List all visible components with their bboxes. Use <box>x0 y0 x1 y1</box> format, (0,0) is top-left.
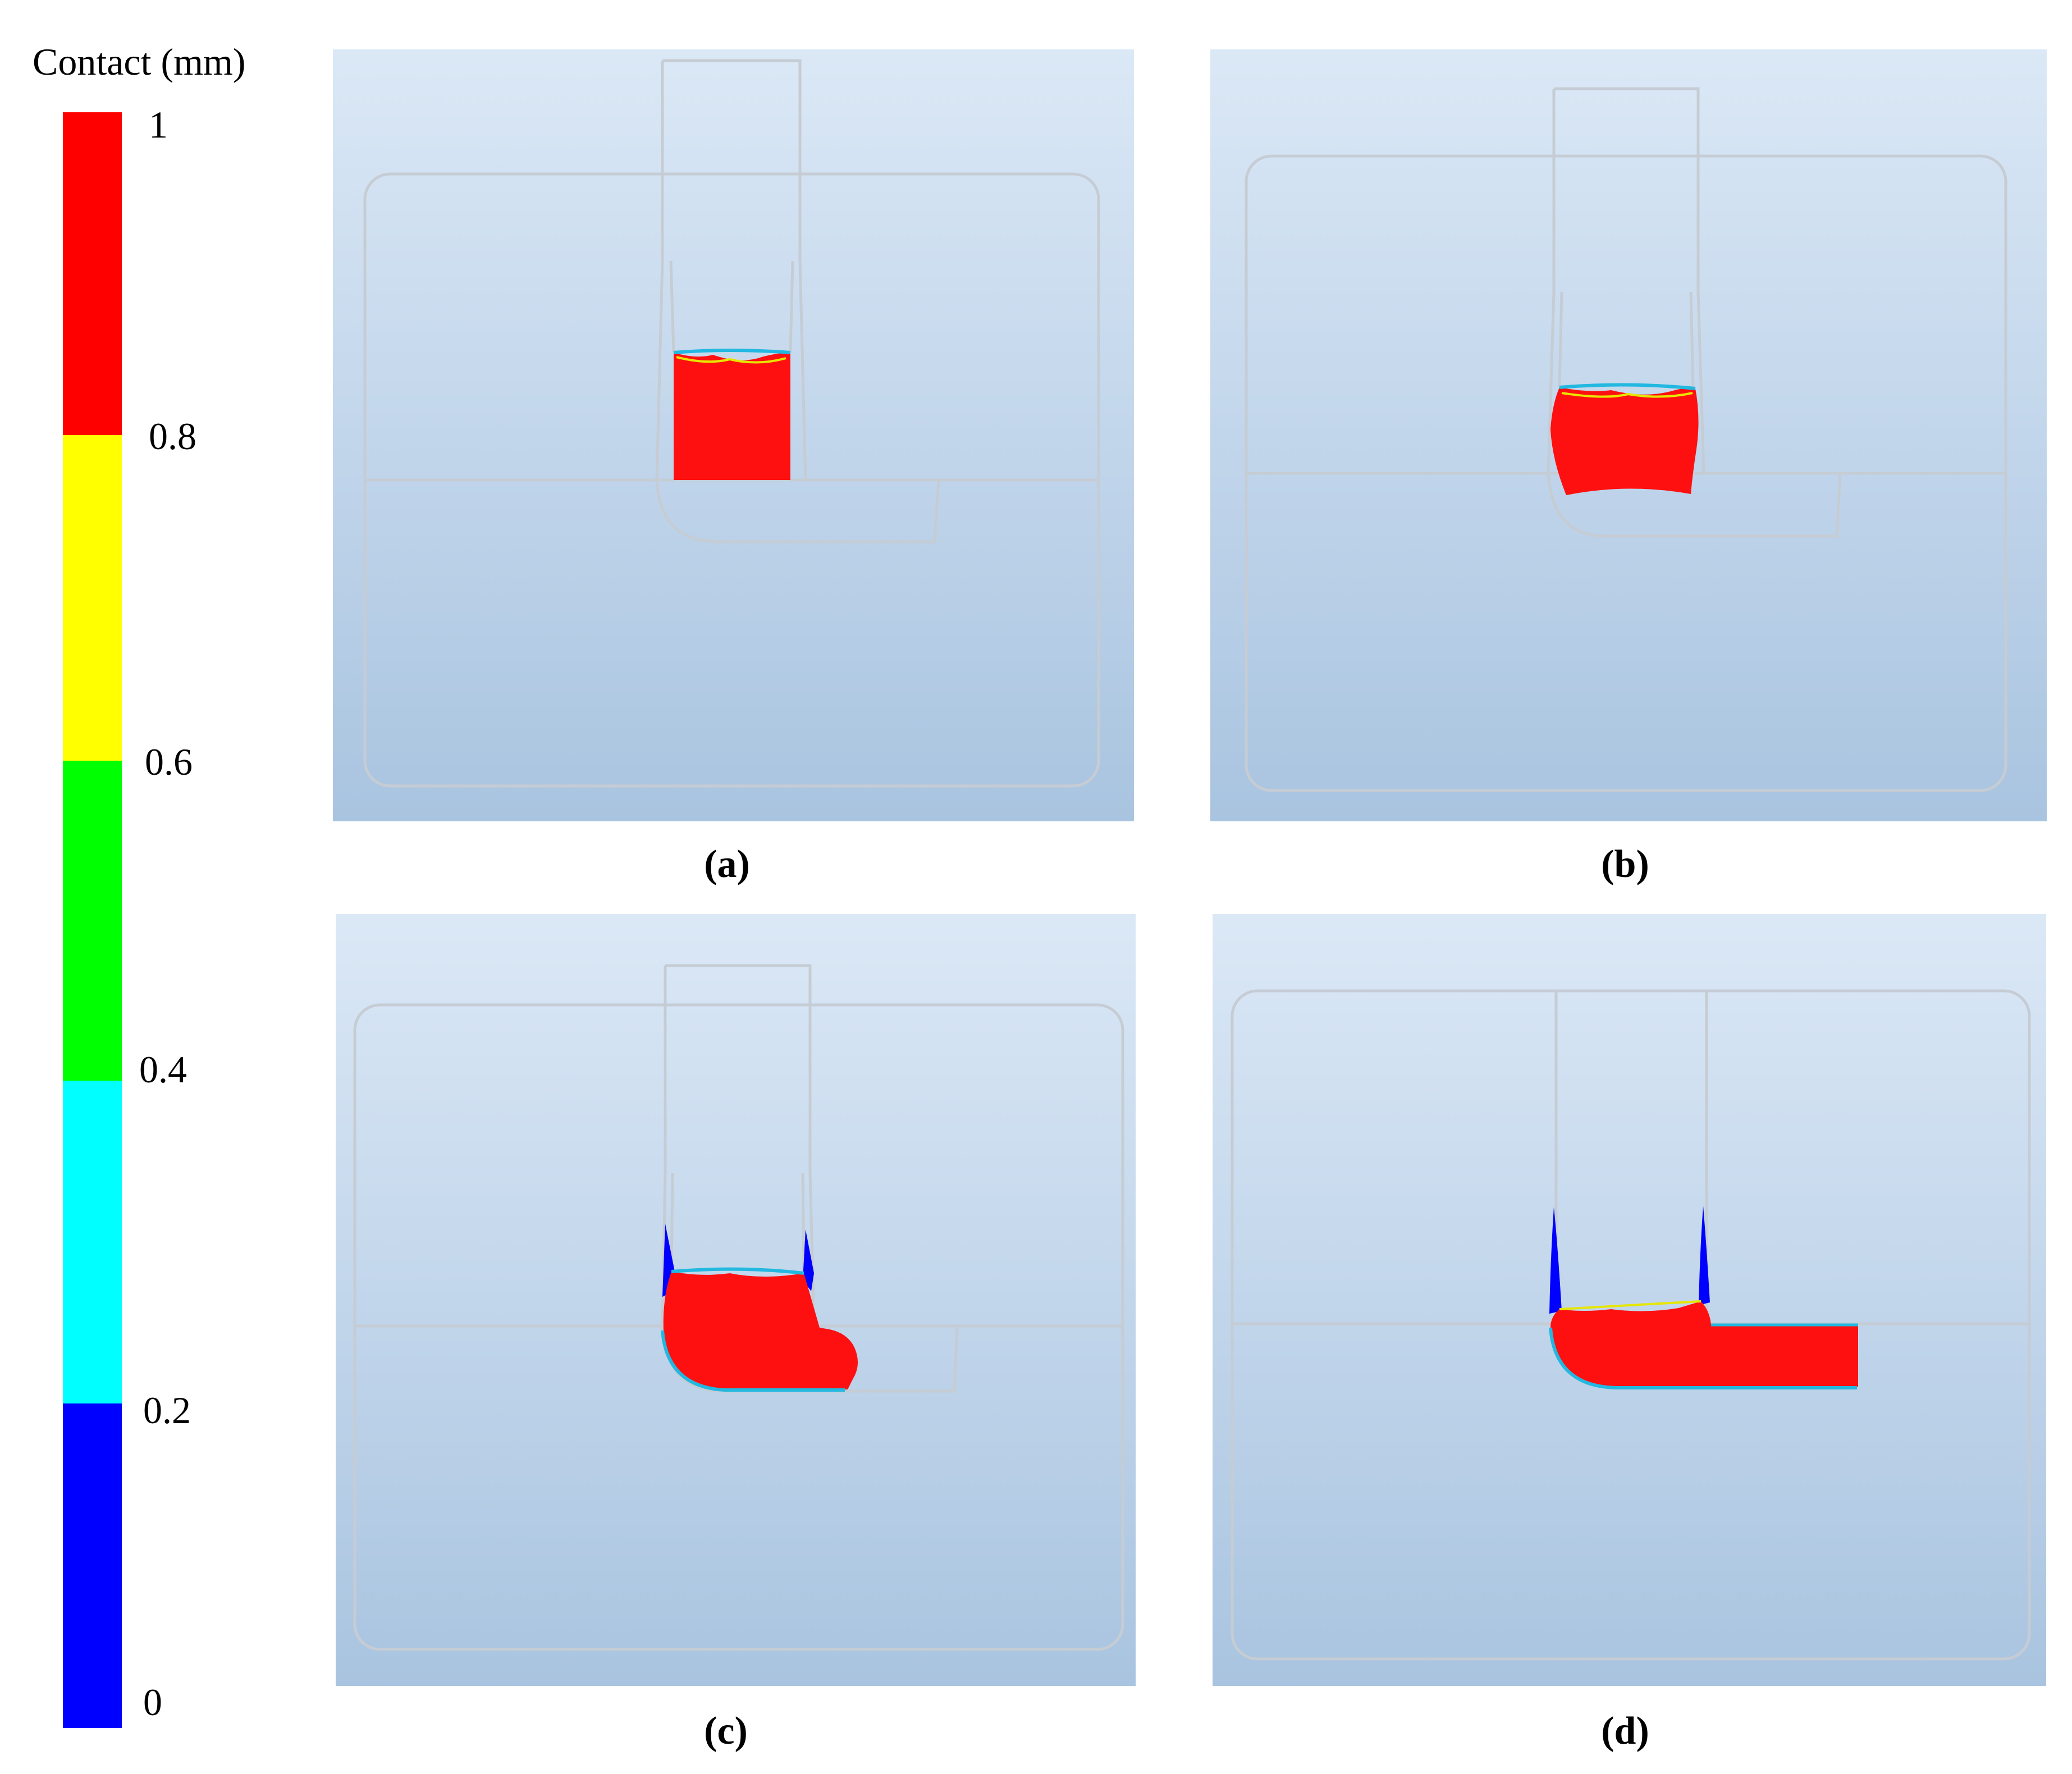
panel-caption: (c) <box>704 1709 748 1753</box>
legend-band-cyan <box>63 1081 122 1405</box>
legend-band-blue <box>63 1403 122 1728</box>
legend-tick-label: 1 <box>149 103 168 146</box>
panel-b: (b) <box>1210 49 2047 886</box>
contact-region <box>1550 383 1699 495</box>
panel-caption: (d) <box>1601 1709 1649 1753</box>
legend-tick-label: 0.6 <box>145 740 193 783</box>
panel-caption: (b) <box>1601 843 1649 886</box>
die-outline <box>363 59 1100 788</box>
color-legend: Contact (mm) 1 0.8 0.6 0.4 0.2 0 <box>33 40 246 1728</box>
die-outline <box>1245 87 2007 792</box>
legend-color-bar <box>63 112 122 1728</box>
legend-tick-label: 0.4 <box>139 1048 187 1091</box>
contact-region <box>1549 1206 1858 1389</box>
legend-band-green <box>63 761 122 1082</box>
legend-tick-label: 0.8 <box>149 415 196 458</box>
legend-band-red <box>63 112 122 436</box>
contact-region <box>661 1224 858 1392</box>
punch-outline <box>1558 291 1695 388</box>
panel-d: (d) <box>1213 914 2046 1753</box>
panel-caption: (a) <box>704 843 750 886</box>
legend-title: Contact (mm) <box>33 40 246 83</box>
legend-band-yellow <box>63 435 122 762</box>
punch-outline <box>669 260 794 353</box>
contact-region <box>673 349 791 480</box>
legend-tick-label: 0.2 <box>143 1389 191 1432</box>
legend-tick-label: 0 <box>143 1681 162 1723</box>
panel-a: (a) <box>333 49 1134 886</box>
punch-outline <box>670 1173 806 1272</box>
panel-background <box>1213 914 2046 1686</box>
panel-c: (c) <box>336 914 1136 1753</box>
